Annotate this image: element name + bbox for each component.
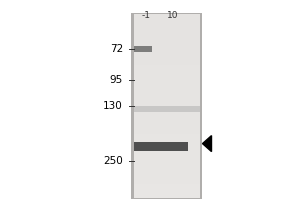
- Bar: [134, 189, 200, 193]
- Bar: [134, 129, 200, 134]
- Bar: [134, 74, 200, 78]
- Polygon shape: [202, 136, 211, 152]
- Bar: [134, 97, 200, 101]
- Bar: [134, 28, 200, 32]
- Bar: [134, 14, 200, 198]
- Bar: [134, 78, 200, 83]
- Bar: [134, 134, 200, 138]
- Bar: [134, 193, 200, 198]
- Bar: [134, 51, 200, 55]
- Bar: [134, 120, 200, 124]
- Bar: [134, 14, 200, 19]
- Bar: [134, 60, 200, 65]
- Text: 95: 95: [110, 75, 123, 85]
- Text: 130: 130: [103, 101, 123, 111]
- Bar: [134, 152, 200, 157]
- Bar: [134, 42, 200, 46]
- Bar: [134, 65, 200, 69]
- Bar: [134, 32, 200, 37]
- Text: 72: 72: [110, 44, 123, 54]
- Text: -1: -1: [142, 11, 151, 20]
- Bar: [134, 111, 200, 115]
- Bar: [134, 106, 200, 111]
- Bar: [134, 115, 200, 120]
- Bar: [131, 13, 202, 199]
- Bar: [134, 175, 200, 180]
- Bar: [134, 69, 200, 74]
- Bar: [134, 170, 200, 175]
- Bar: [134, 46, 200, 51]
- Bar: [134, 101, 200, 106]
- Bar: [134, 161, 200, 166]
- Bar: [134, 106, 200, 112]
- Bar: [134, 147, 200, 152]
- Bar: [134, 19, 200, 23]
- Bar: [134, 92, 200, 97]
- Bar: [134, 23, 200, 28]
- Text: 250: 250: [103, 156, 123, 166]
- Bar: [134, 55, 200, 60]
- Bar: [134, 166, 200, 170]
- Bar: [134, 138, 200, 143]
- Bar: [134, 124, 200, 129]
- Bar: [134, 143, 200, 147]
- Text: 10: 10: [167, 11, 179, 20]
- Bar: [134, 184, 200, 189]
- Bar: [134, 157, 200, 161]
- Bar: [134, 83, 200, 88]
- Bar: [134, 88, 200, 92]
- Bar: [134, 37, 200, 42]
- Bar: [134, 142, 188, 150]
- Bar: [134, 180, 200, 184]
- Bar: [134, 46, 152, 52]
